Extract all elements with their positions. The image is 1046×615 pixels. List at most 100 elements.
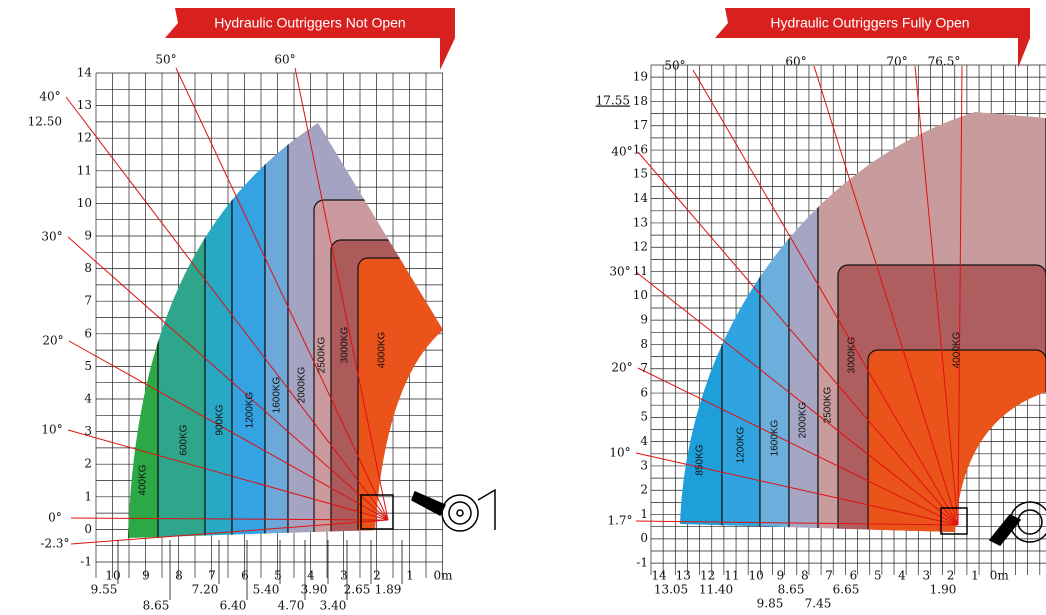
y-extra-label: 12.50 [28, 115, 62, 129]
x-tick-label: 12 [700, 569, 715, 583]
load-zone [231, 123, 266, 538]
zone-label: 1200KG [736, 426, 747, 463]
zone-label: 3000KG [340, 326, 351, 363]
y-tick-label: 5 [640, 410, 648, 424]
y-tick-label: 8 [640, 337, 648, 351]
y-tick-label: 8 [84, 261, 92, 275]
load-zone [157, 123, 206, 538]
y-tick-label: 14 [77, 66, 93, 80]
x-tick-label: 2 [947, 569, 955, 583]
y-tick-label: -1 [636, 556, 648, 570]
zone-label: 400KG [138, 464, 149, 495]
angle-line [65, 96, 389, 521]
x-tick-label: 4 [898, 569, 906, 583]
x-offset-label: 3.90 [301, 583, 328, 597]
y-tick-label: 13 [77, 98, 92, 112]
x-tick-label: 1 [971, 569, 979, 583]
x-tick-label: 3 [922, 569, 930, 583]
angle-label: 50° [155, 53, 176, 67]
zone-label: 1600KG [770, 419, 781, 456]
x-offset-label: 1.90 [930, 583, 957, 597]
x-offset-label: 9.85 [757, 597, 784, 611]
x-offset-label: 2.65 [344, 583, 371, 597]
angle-line [70, 517, 389, 521]
y-tick-label: 17 [633, 118, 648, 132]
x-tick-label: 6 [850, 569, 858, 583]
x-tick-label: 4 [307, 569, 315, 583]
y-tick-label: 2 [84, 457, 92, 471]
x-offset-label: 8.65 [778, 583, 805, 597]
x-offset-label: 4.70 [278, 599, 305, 613]
angle-line [67, 236, 389, 521]
angle-line [637, 367, 959, 526]
banner-title: Hydraulic Outriggers Not Open [214, 15, 405, 31]
y-tick-label: 14 [633, 191, 649, 205]
angle-label: 1.7° [607, 514, 632, 528]
load-zone [264, 123, 289, 538]
labels: 400KG 600KG 900KG 1200KG 1600KG 2000KG 2500KG 3… [28, 53, 1010, 613]
zone-label: 4000KG [952, 331, 963, 368]
x-tick-label: 8 [801, 569, 809, 583]
banner-right: Hydraulic Outriggers Fully Open [715, 8, 1030, 68]
angle-label: 60° [274, 53, 295, 67]
angle-label: 70° [886, 55, 907, 69]
y-tick-label: -1 [80, 555, 92, 569]
x-tick-label: 1 [406, 569, 414, 583]
y-tick-label: 10 [77, 196, 92, 210]
angle-label: 60° [785, 55, 806, 69]
x-tick-label: 10 [105, 569, 120, 583]
angle-line [914, 65, 959, 526]
y-tick-label: 5 [84, 359, 92, 373]
x-tick-label: 3 [340, 569, 348, 583]
x-tick-label: 11 [724, 569, 739, 583]
x-tick-label: 10 [749, 569, 764, 583]
angle-label: 20° [611, 361, 632, 375]
zone-label: 2000KG [297, 366, 308, 403]
zone-label: 4000KG [377, 331, 388, 368]
angle-line [692, 69, 959, 526]
zone-label: 2500KG [823, 386, 834, 423]
load-zone [867, 349, 1046, 532]
zone-label: 1200KG [245, 391, 256, 428]
angle-line [68, 340, 389, 521]
x-tick-label: 0m [990, 569, 1010, 583]
y-tick-label: 11 [77, 163, 92, 177]
y-tick-label: 4 [84, 392, 92, 406]
load-zone [128, 123, 159, 538]
x-tick-label: 0m [433, 569, 453, 583]
zone-label: 600KG [179, 424, 190, 455]
angle-line [70, 519, 389, 545]
angle-label: 40° [611, 145, 632, 159]
x-offset-label: 6.40 [220, 599, 247, 613]
zone-label: 900KG [215, 404, 226, 435]
banner-left: Hydraulic Outriggers Not Open [165, 8, 455, 70]
x-tick-label: 9 [142, 569, 150, 583]
x-offset-label: 7.45 [805, 597, 832, 611]
angle-label: 30° [609, 265, 630, 279]
x-offset-label: 13.05 [654, 583, 688, 597]
angle-line [294, 67, 389, 521]
x-offset-label: 1.89 [375, 583, 402, 597]
angle-line [67, 429, 389, 521]
x-tick-label: 9 [777, 569, 785, 583]
x-tick-label: 13 [676, 569, 691, 583]
y-tick-label: 7 [640, 361, 648, 375]
angle-label: 30° [41, 230, 62, 244]
x-offset-label: 6.65 [833, 583, 860, 597]
zone-label: 1600KG [272, 376, 283, 413]
x-tick-label: 5 [274, 569, 282, 583]
angle-label: 10° [609, 446, 630, 460]
y-tick-label: 19 [633, 70, 648, 84]
zones-right [680, 112, 1046, 532]
angle-line [813, 65, 959, 526]
y-tick-label: 12 [633, 240, 648, 254]
x-offset-label: 3.40 [320, 599, 347, 613]
y-tick-label: 11 [633, 264, 648, 278]
y-extra-label: 17.55 [596, 94, 630, 108]
zone-label: 3000KG [847, 336, 858, 373]
angle-line [635, 271, 959, 526]
x-tick-label: 8 [175, 569, 183, 583]
y-tick-label: 12 [77, 131, 92, 145]
angle-line [635, 452, 959, 526]
